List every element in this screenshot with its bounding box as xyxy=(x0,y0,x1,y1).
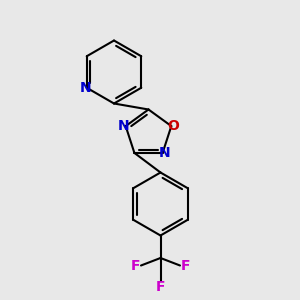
Text: F: F xyxy=(181,259,190,272)
Text: O: O xyxy=(167,119,179,133)
Text: F: F xyxy=(156,280,165,294)
Text: N: N xyxy=(118,119,129,133)
Text: N: N xyxy=(159,146,171,160)
Text: F: F xyxy=(131,259,140,272)
Text: N: N xyxy=(80,81,91,95)
